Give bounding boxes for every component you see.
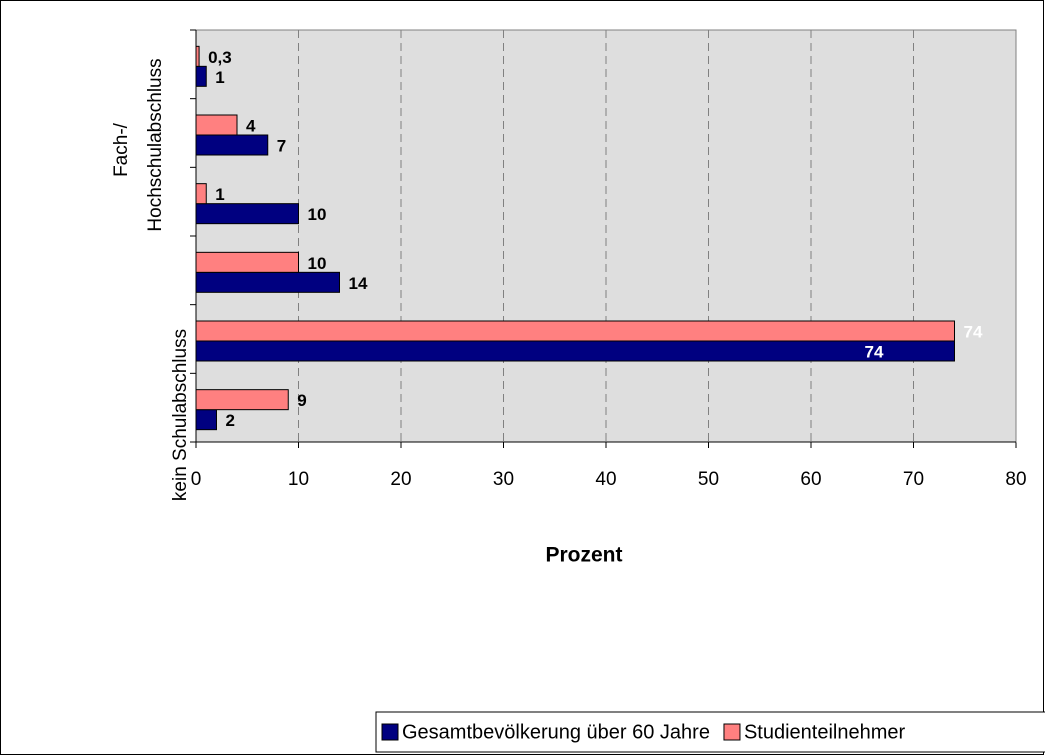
bar (195, 409, 217, 431)
y-axis-label: Fach-/ (111, 122, 132, 177)
x-tick-label: 40 (595, 469, 616, 490)
data-label: 7 (277, 136, 286, 155)
x-tick-label: 20 (390, 469, 411, 490)
x-tick-label: 30 (493, 469, 514, 490)
legend-box (375, 711, 1045, 753)
data-label: 14 (349, 274, 368, 293)
data-label: 1 (215, 68, 224, 87)
x-axis-label: Prozent (545, 544, 622, 567)
x-tick-label: 80 (1005, 469, 1026, 490)
bar (195, 320, 955, 342)
x-tick-label: 0 (191, 469, 202, 490)
bar (195, 183, 207, 205)
y-axis-label: Hochschulabschluss (145, 58, 166, 231)
bar (195, 389, 289, 411)
bar (195, 251, 299, 273)
data-label: 0,3 (208, 48, 232, 67)
legend-swatch (723, 723, 741, 741)
data-label: 4 (246, 116, 256, 135)
bar (195, 134, 269, 156)
x-tick-label: 10 (288, 469, 309, 490)
data-label: 74 (964, 322, 983, 341)
data-label: 10 (308, 205, 327, 224)
bar (195, 65, 207, 87)
legend-swatch (381, 723, 399, 741)
data-label: 2 (226, 411, 235, 430)
bar (195, 271, 340, 293)
x-tick-label: 70 (903, 469, 924, 490)
legend-label: Studienteilnehmer (744, 721, 906, 743)
bar (195, 45, 200, 67)
y-axis-label: kein Schulabschluss (170, 329, 191, 501)
data-label: 1 (215, 185, 224, 204)
x-tick-label: 60 (800, 469, 821, 490)
data-label: 74 (865, 342, 884, 361)
data-label: 10 (308, 254, 327, 273)
data-label: 9 (297, 391, 306, 410)
bar (195, 340, 955, 362)
x-tick-label: 50 (698, 469, 719, 490)
bar (195, 203, 299, 225)
plot-area (196, 30, 1016, 442)
bar (195, 114, 238, 136)
legend-label: Gesamtbevölkerung über 60 Jahre (402, 721, 710, 743)
